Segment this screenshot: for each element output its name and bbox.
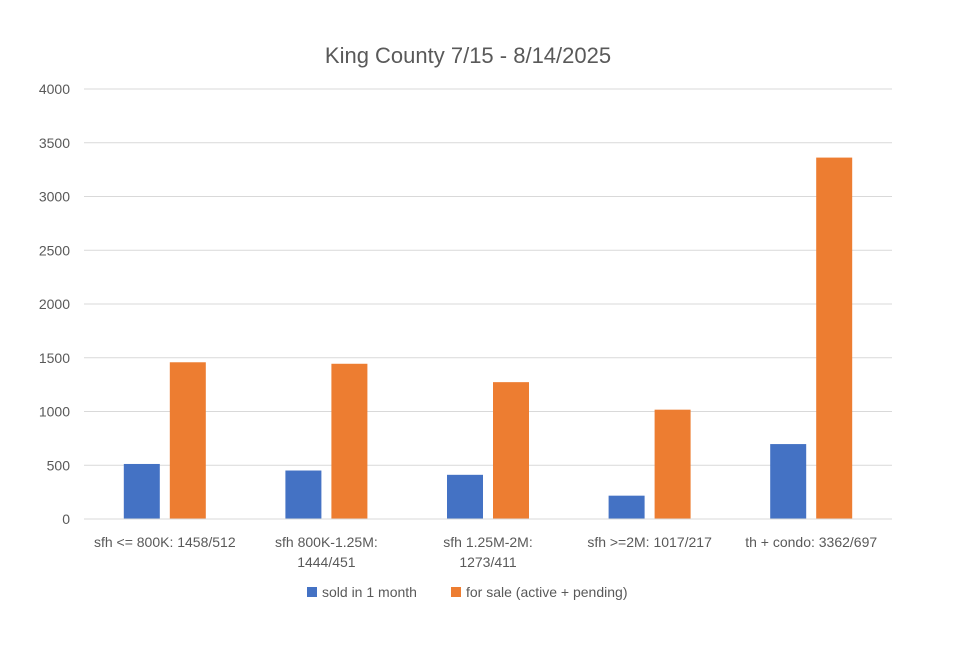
- bar: [770, 444, 807, 519]
- bar: [123, 463, 160, 519]
- bar: [169, 362, 206, 519]
- legend-label: for sale (active + pending): [466, 584, 627, 600]
- legend-swatch: [307, 587, 317, 597]
- x-tick-label: sfh <= 800K: 1458/512: [94, 534, 236, 550]
- bar: [447, 474, 483, 519]
- x-tick-label: sfh 800K-1.25M:: [275, 534, 378, 550]
- y-tick-label: 500: [47, 457, 71, 473]
- x-tick-label: sfh >=2M: 1017/217: [587, 534, 712, 550]
- y-tick-label: 2000: [39, 296, 70, 312]
- legend: sold in 1 month for sale (active + pendin…: [307, 584, 627, 600]
- y-tick-label: 3500: [39, 135, 70, 151]
- legend-swatch: [451, 587, 461, 597]
- x-tick-label: 1273/411: [459, 554, 517, 570]
- bars: [123, 157, 853, 519]
- bar: [816, 157, 853, 519]
- y-tick-label: 2500: [39, 242, 70, 258]
- x-tick-label: sfh 1.25M-2M:: [443, 534, 532, 550]
- chart-title: King County 7/15 - 8/14/2025: [325, 43, 611, 68]
- bar: [331, 363, 368, 519]
- legend-label: sold in 1 month: [322, 584, 417, 600]
- y-tick-label: 1000: [39, 404, 70, 420]
- x-tick-label: th + condo: 3362/697: [745, 534, 877, 550]
- bar: [285, 470, 322, 519]
- x-axis-tick-labels: sfh <= 800K: 1458/512 sfh 800K-1.25M: 1444…: [94, 534, 877, 570]
- y-tick-label: 1500: [39, 350, 70, 366]
- y-tick-label: 4000: [39, 81, 70, 97]
- bar: [654, 409, 691, 519]
- y-axis-tick-labels: 0 500 1000 1500 2000 2500 3000 3500 4000: [39, 81, 70, 527]
- x-tick-label: 1444/451: [297, 554, 356, 570]
- gridlines: [84, 88, 892, 466]
- bar: [608, 495, 645, 519]
- y-tick-label: 0: [62, 511, 70, 527]
- y-tick-label: 3000: [39, 189, 70, 205]
- bar: [493, 382, 529, 519]
